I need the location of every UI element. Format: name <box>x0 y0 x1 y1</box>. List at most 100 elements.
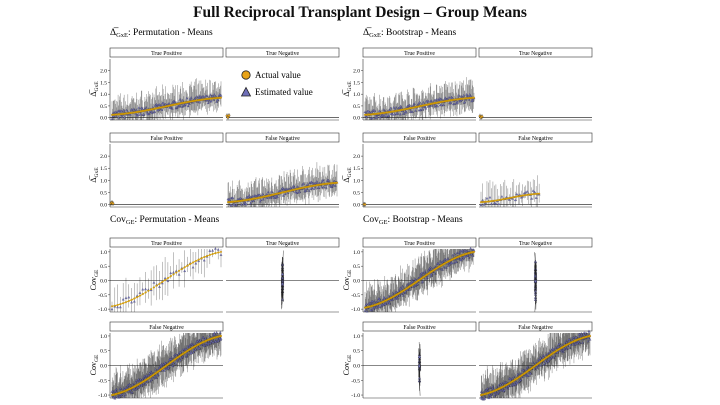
estimated-point <box>138 291 142 294</box>
estimated-point <box>195 95 198 98</box>
estimated-point <box>321 178 325 182</box>
estimated-point <box>216 248 220 251</box>
facet-strip-label: True Negative <box>519 51 553 57</box>
estimated-point <box>249 201 252 205</box>
title-rest: : Permutation - Means <box>128 28 213 38</box>
title-main: Cov <box>363 215 379 225</box>
estimated-point <box>117 116 121 119</box>
facet-strip-label: False Negative <box>518 136 553 142</box>
title-main: Δ̅ <box>110 27 119 38</box>
y-tick-label: 1.0 <box>100 250 107 256</box>
y-tick-label: 0.5 <box>353 264 360 270</box>
estimated-point <box>121 298 125 301</box>
actual-point <box>336 181 339 184</box>
estimated-point <box>155 102 158 106</box>
estimated-point <box>141 287 145 291</box>
ylabel-sub: GxE <box>347 81 353 92</box>
y-tick-label: -0.5 <box>98 378 107 384</box>
y-tick-label: 0.5 <box>100 264 107 270</box>
estimated-point <box>137 106 141 109</box>
estimated-point <box>130 300 133 304</box>
estimated-point <box>530 197 534 200</box>
estimated-point <box>127 295 131 299</box>
estimated-point <box>178 98 182 101</box>
y-tick-label: 1.5 <box>100 166 107 172</box>
estimated-point <box>144 105 148 109</box>
y-tick-label: -1.0 <box>351 393 360 399</box>
facet-false-negative: False Negative <box>478 132 593 208</box>
estimated-point <box>468 93 472 96</box>
y-tick-label: 0.5 <box>100 349 107 355</box>
facet-true-negative: True Negative <box>225 237 340 313</box>
estimated-point <box>172 271 175 274</box>
estimated-point <box>153 110 156 113</box>
estimated-point <box>497 202 501 206</box>
legend-label: Estimated value <box>255 87 313 97</box>
facet-strip-label: True Negative <box>266 51 300 57</box>
facet-strip-label: True Positive <box>151 241 182 247</box>
ylabel-sub: GE <box>94 354 100 362</box>
y-tick-label: 0.0 <box>100 364 107 370</box>
cov-permutation-panel: CovGE: Permutation - Means CovGE CovGE True… <box>89 215 340 400</box>
ylabel-sub: GxE <box>347 167 353 178</box>
facet-strip-label: False Positive <box>403 136 436 142</box>
y-tick-label: 1.0 <box>100 178 107 184</box>
delta-permutation-panel: Δ̅GxE: Permutation - MeansΔ̅GxEΔ̅GxETrue… <box>89 27 340 209</box>
delta-permutation-title: Δ̅GxE: Permutation - Means <box>110 27 213 39</box>
y-tick-label: 1.0 <box>353 92 360 98</box>
estimated-point <box>212 93 216 96</box>
y-tick-label: 0.0 <box>353 279 360 285</box>
estimated-point <box>457 94 461 97</box>
estimated-point <box>261 192 265 195</box>
estimated-point <box>292 184 296 187</box>
facet-true-positive: True Positive -1.0 -0.5 0.0 0.5 1.0 <box>351 237 477 313</box>
facet-false-negative: False Negative <box>478 321 593 401</box>
estimated-point <box>189 96 193 99</box>
estimated-point <box>447 96 451 99</box>
estimated-point <box>322 185 325 189</box>
y-tick-label: 0.5 <box>353 349 360 355</box>
estimated-point <box>166 279 170 282</box>
ylabel-sub: GE <box>347 354 353 362</box>
estimated-point <box>219 253 223 256</box>
y-axis-label: CovGE <box>89 269 100 290</box>
estimated-point <box>208 249 212 252</box>
estimated-point <box>163 276 167 280</box>
ylabel-main: Δ̅ <box>89 88 98 96</box>
estimated-point <box>315 180 319 183</box>
actual-point <box>480 115 484 118</box>
y-tick-label: 2.0 <box>100 154 107 160</box>
estimated-point <box>442 103 445 106</box>
y-tick-label: 2.0 <box>100 69 107 75</box>
estimated-point <box>500 195 504 198</box>
y-tick-label: 1.0 <box>100 334 107 340</box>
facet-false-positive: False Positive -1.0 -0.5 0.0 0.5 1.0 <box>351 321 477 399</box>
facet-false-negative: False Negative -1.0 -0.5 0.0 0.5 1.0 <box>98 321 224 400</box>
facet-false-positive: False Positive 0.0 0.5 1.0 1.5 2.0 <box>100 132 224 209</box>
estimated-point <box>244 202 248 206</box>
facet-true-positive: True Positive 0.0 0.5 1.0 1.5 2.0 <box>100 47 224 122</box>
y-axis-label: CovGE <box>89 354 100 375</box>
estimated-point <box>333 184 337 187</box>
y-tick-label: 1.0 <box>353 178 360 184</box>
estimated-point <box>174 269 178 272</box>
estimated-point <box>270 190 274 193</box>
ylabel-sub: GxE <box>94 81 100 92</box>
estimated-point <box>194 261 198 265</box>
estimated-point <box>247 194 251 197</box>
estimated-point <box>485 196 489 200</box>
estimated-point <box>261 198 265 201</box>
ylabel-main: Cov <box>342 362 351 375</box>
estimated-point <box>312 187 316 191</box>
y-tick-label: 0.0 <box>100 203 107 209</box>
actual-point <box>227 114 231 117</box>
estimated-point <box>421 108 425 111</box>
facet-false-negative: False Negative <box>225 132 340 208</box>
cov-permutation-title: CovGE: Permutation - Means <box>110 215 220 226</box>
estimated-point <box>116 305 119 309</box>
estimated-point <box>110 307 114 311</box>
ylabel-sub: GxE <box>94 167 100 178</box>
